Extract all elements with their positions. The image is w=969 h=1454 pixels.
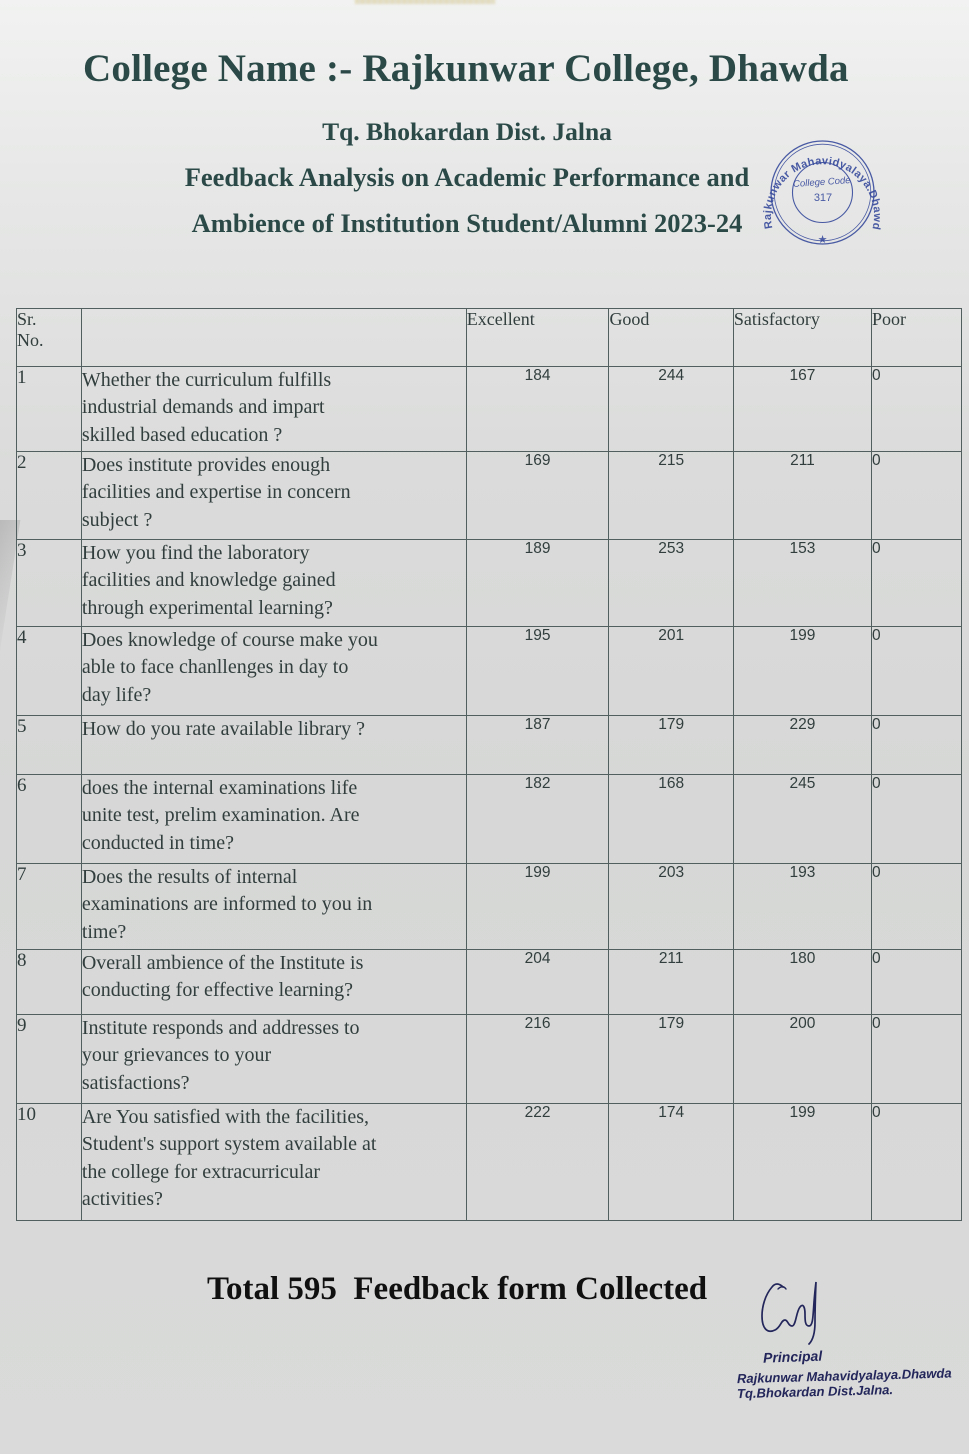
svg-text:★: ★ [818,234,828,246]
svg-text:Rajkunwar Mahavidyalaya.Dhawda: Rajkunwar Mahavidyalaya.Dhawda [750,120,883,231]
svg-text:317: 317 [814,192,832,204]
svg-text:College Code: College Code [793,175,851,190]
